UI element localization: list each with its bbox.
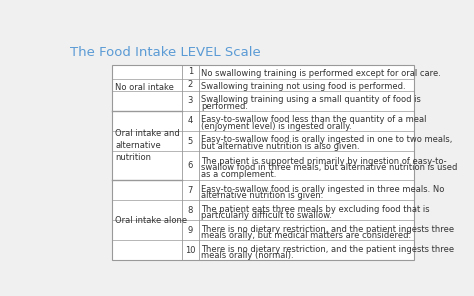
Text: 5: 5 (188, 136, 193, 146)
Text: 4: 4 (188, 117, 193, 126)
Text: 6: 6 (188, 161, 193, 170)
Text: alternative nutrition is given.: alternative nutrition is given. (201, 191, 323, 200)
Text: Easy-to-swallow food is orally ingested in three meals. No: Easy-to-swallow food is orally ingested … (201, 184, 445, 194)
Text: 7: 7 (188, 186, 193, 195)
Text: The patient is supported primarily by ingestion of easy-to-: The patient is supported primarily by in… (201, 157, 447, 165)
Text: The Food Intake LEVEL Scale: The Food Intake LEVEL Scale (70, 46, 261, 59)
Text: The patient eats three meals by excluding food that is: The patient eats three meals by excludin… (201, 205, 430, 213)
Text: Easy-to-swallow food less than the quantity of a meal: Easy-to-swallow food less than the quant… (201, 115, 427, 124)
Text: but alternative nutrition is also given.: but alternative nutrition is also given. (201, 142, 360, 151)
Text: There is no dietary restriction, and the patient ingests three: There is no dietary restriction, and the… (201, 225, 454, 234)
Text: 9: 9 (188, 226, 193, 235)
Text: No swallowing training is performed except for oral care.: No swallowing training is performed exce… (201, 69, 441, 78)
Text: Swallowing training using a small quantity of food is: Swallowing training using a small quanti… (201, 95, 421, 104)
Text: 1: 1 (188, 67, 193, 76)
Text: particularly difficult to swallow.: particularly difficult to swallow. (201, 211, 332, 220)
Text: No oral intake: No oral intake (115, 83, 174, 92)
Bar (112, 65, 414, 260)
Text: Easy-to-swallow food is orally ingested in one to two meals,: Easy-to-swallow food is orally ingested … (201, 135, 453, 144)
Text: performed.: performed. (201, 102, 248, 111)
Text: as a complement.: as a complement. (201, 170, 276, 179)
Bar (112, 65, 414, 260)
Text: Oral intake and
alternative
nutrition: Oral intake and alternative nutrition (115, 129, 180, 162)
Text: Swallowing training not using food is performed.: Swallowing training not using food is pe… (201, 82, 406, 91)
Text: 10: 10 (185, 246, 195, 255)
Text: meals orally (normal).: meals orally (normal). (201, 251, 294, 260)
Text: 8: 8 (188, 206, 193, 215)
Text: 3: 3 (188, 96, 193, 105)
Text: swallow food in three meals, but alternative nutrition is used: swallow food in three meals, but alterna… (201, 163, 457, 172)
Text: 2: 2 (188, 80, 193, 89)
Text: (enjoyment level) is ingested orally.: (enjoyment level) is ingested orally. (201, 122, 352, 131)
Text: Oral intake alone: Oral intake alone (115, 216, 187, 225)
Text: There is no dietary restriction, and the patient ingests three: There is no dietary restriction, and the… (201, 244, 454, 254)
Text: meals orally, but medical matters are considered.: meals orally, but medical matters are co… (201, 231, 411, 240)
